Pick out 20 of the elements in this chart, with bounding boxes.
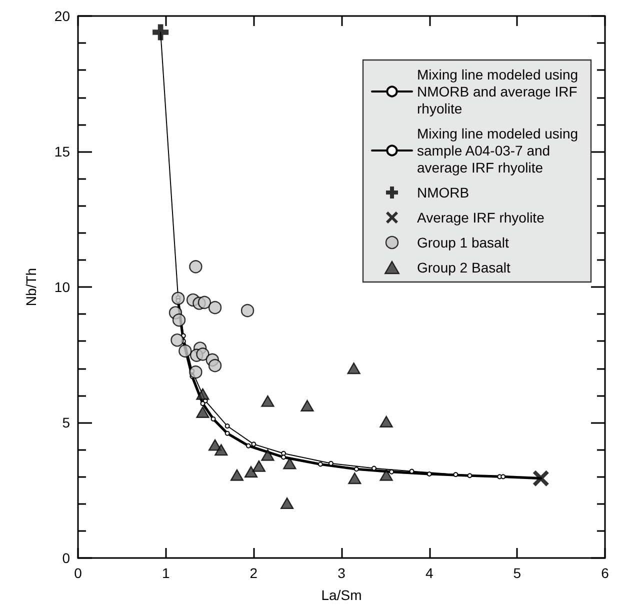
y-axis-title: Nb/Th: [23, 268, 39, 306]
y-tick-label: 20: [54, 8, 70, 24]
y-tick-label: 0: [62, 550, 70, 566]
legend-label: Mixing line modeled using sample A04-03-7 and average IRF rhyolite: [417, 126, 582, 176]
legend-label: Group 1 basalt: [417, 234, 509, 250]
legend-label: NMORB: [417, 184, 470, 200]
x-tick-label: 4: [425, 565, 434, 581]
y-tick-label: 15: [54, 144, 70, 160]
legend-label: Average IRF rhyolite: [417, 210, 545, 226]
x-tick-label: 3: [338, 565, 346, 581]
x-tick-label: 6: [601, 565, 610, 581]
legend-label: Mixing line modeled using NMORB and average IRF rhyolite: [417, 66, 582, 116]
x-axis-title: La/Sm: [321, 587, 362, 603]
x-tick-label: 5: [513, 565, 522, 581]
x-tick-label: 1: [162, 565, 170, 581]
legend-label: Group 2 Basalt: [417, 260, 510, 276]
y-tick-label: 10: [54, 279, 70, 295]
x-tick-label: 0: [74, 565, 82, 581]
x-tick-label: 2: [250, 565, 258, 581]
y-tick-label: 5: [62, 414, 70, 430]
